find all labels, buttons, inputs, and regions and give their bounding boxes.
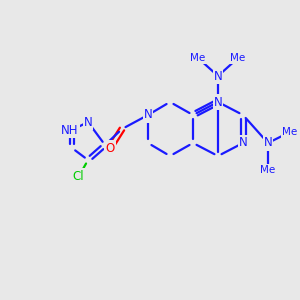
Text: N: N (144, 109, 152, 122)
Text: N: N (238, 136, 247, 149)
Text: N: N (214, 95, 222, 109)
Text: N: N (264, 136, 272, 149)
Text: Me: Me (230, 53, 246, 63)
Text: Me: Me (260, 165, 276, 175)
Text: Cl: Cl (72, 169, 84, 182)
Text: Me: Me (282, 127, 298, 137)
Text: Me: Me (190, 53, 206, 63)
Text: O: O (105, 142, 115, 154)
Text: NH: NH (61, 124, 79, 136)
Text: N: N (214, 70, 222, 83)
Text: N: N (84, 116, 92, 128)
